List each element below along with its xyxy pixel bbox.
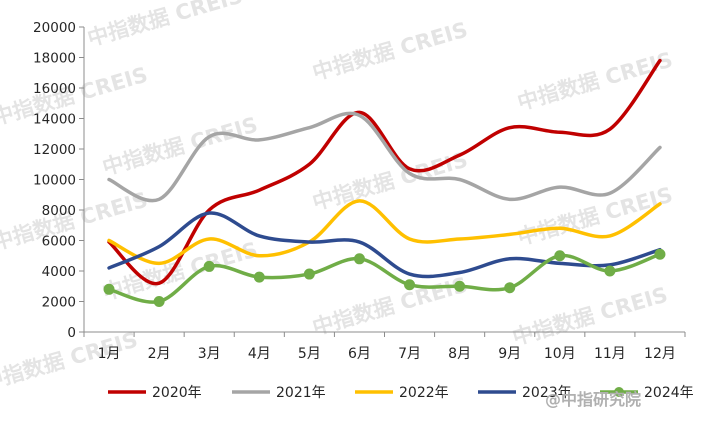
data-point-2024年	[604, 265, 616, 277]
watermark-text: 中指数据 CREIS	[100, 113, 261, 180]
x-tick-label: 10月	[544, 346, 576, 362]
data-point-2024年	[554, 250, 566, 262]
y-tick-label: 0	[67, 325, 76, 341]
legend-label-2022年: 2022年	[399, 385, 449, 401]
y-tick-label: 8000	[42, 203, 76, 219]
y-tick-label: 12000	[33, 142, 76, 158]
y-tick-label: 14000	[33, 112, 76, 128]
x-tick-label: 7月	[398, 346, 421, 362]
data-point-2024年	[253, 271, 265, 283]
series-markers	[103, 248, 666, 307]
x-tick-label: 12月	[644, 346, 676, 362]
data-point-2024年	[404, 279, 416, 291]
y-tick-label: 6000	[42, 234, 76, 250]
y-tick-label: 4000	[42, 264, 76, 280]
axes: 0 2000 4000 6000 8000 10000 12000 14000 16000 180…	[33, 20, 686, 362]
data-point-2024年	[153, 296, 165, 307]
x-tick-label: 5月	[298, 346, 321, 362]
series-line-2021年	[107, 111, 662, 203]
data-point-2024年	[103, 283, 115, 295]
watermark-text: 中指数据 CREIS	[310, 148, 471, 215]
y-tick-label: 20000	[33, 20, 76, 36]
legend-label-2021年: 2021年	[276, 385, 326, 401]
x-tick-label: 11月	[594, 346, 626, 362]
watermark-text: 中指数据 CREIS	[510, 283, 671, 350]
x-tick-label: 9月	[498, 346, 521, 362]
x-tick-label: 4月	[248, 346, 271, 362]
watermark-text: 中指数据 CREIS	[515, 48, 676, 115]
legend-label-2020年: 2020年	[152, 385, 202, 401]
x-tick-label: 1月	[98, 346, 121, 362]
data-point-2024年	[504, 282, 516, 294]
series-line-2022年	[107, 199, 662, 266]
x-tick-label: 2月	[148, 346, 171, 362]
watermark-text: 中指数据 CREIS	[310, 273, 471, 340]
legend: 2020年 2021年 2022年 2023年 2024年	[108, 385, 694, 401]
y-tick-label: 10000	[33, 173, 76, 189]
series-line-2023年	[107, 211, 662, 279]
series-line-2020年	[107, 58, 662, 286]
watermark-text: 中指数据 CREIS	[310, 18, 471, 85]
watermark-layer: 中指数据 CREIS 中指数据 CREIS 中指数据 CREIS 中指数据 CREIS…	[0, 0, 675, 395]
data-point-2024年	[654, 248, 666, 260]
data-point-2024年	[303, 268, 315, 280]
legend-label-2024年: 2024年	[644, 385, 694, 401]
legend-marker-2024年	[614, 387, 624, 397]
y-tick-label: 2000	[42, 295, 76, 311]
x-tick-label: 3月	[198, 346, 221, 362]
legend-label-2023年: 2023年	[522, 385, 572, 401]
y-tick-label: 18000	[33, 51, 76, 67]
x-tick-label: 8月	[448, 346, 471, 362]
data-point-2024年	[454, 280, 466, 292]
data-point-2024年	[203, 260, 215, 272]
data-point-2024年	[353, 253, 365, 265]
x-tick-label: 6月	[348, 346, 371, 362]
watermark-text: 中指数据 CREIS	[85, 0, 246, 51]
y-tick-label: 16000	[33, 81, 76, 97]
watermark-account-label: @中指研究院	[545, 390, 641, 409]
